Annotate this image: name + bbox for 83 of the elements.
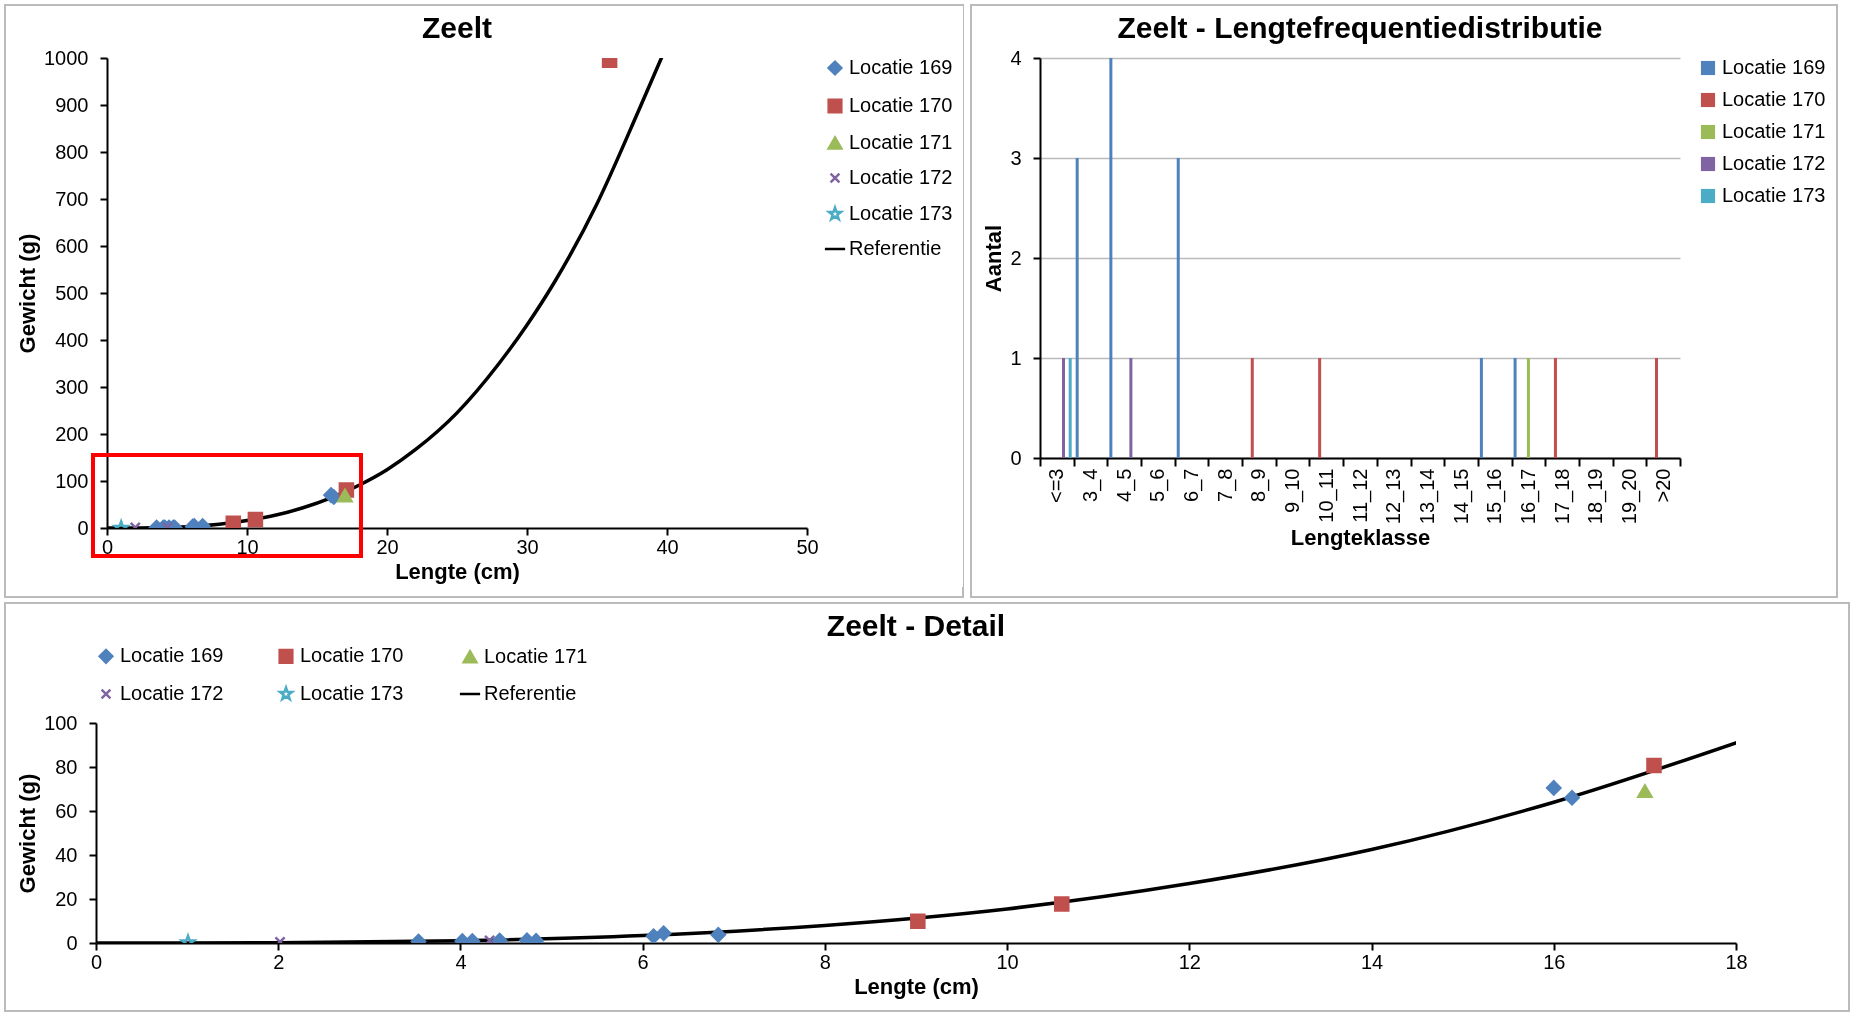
legend-label: Locatie 171 <box>1722 120 1826 142</box>
x-tick-label: 10 <box>996 950 1019 973</box>
y-axis-title: Aantal <box>981 224 1007 293</box>
x-tick-label: 9_10 <box>1281 468 1305 513</box>
legend-label: Locatie 173 <box>300 682 404 704</box>
x-tick-label: 15_16 <box>1483 468 1507 525</box>
y-tick-label: 500 <box>55 281 89 304</box>
legend-label: Locatie 171 <box>484 644 588 667</box>
x-tick-label: 20 <box>376 535 399 558</box>
x-tick-label: 5_6 <box>1146 468 1170 502</box>
x-tick-label: 12 <box>1178 950 1201 973</box>
x-tick-label: 40 <box>656 535 679 558</box>
x-axis-title: Lengte (cm) <box>395 558 520 584</box>
y-tick-label: 600 <box>55 234 89 257</box>
y-tick-label: 100 <box>55 469 89 492</box>
legend-label: Locatie 173 <box>1722 184 1826 206</box>
y-axis-title: Gewicht (g) <box>15 773 41 894</box>
x-tick-label: <=3 <box>1045 468 1068 503</box>
x-tick-label: 3_4 <box>1079 468 1103 502</box>
x-tick-label: 17_18 <box>1550 468 1574 525</box>
y-axis-title: Gewicht (g) <box>15 233 41 354</box>
y-tick-label: 0 <box>66 931 78 954</box>
y-tick-label: 400 <box>55 328 89 351</box>
x-tick-label: 11_12 <box>1348 468 1372 523</box>
y-tick-label: 900 <box>55 93 89 116</box>
y-tick-label: 20 <box>55 887 78 910</box>
y-tick-label: 0 <box>77 516 89 539</box>
x-tick-label: 4_5 <box>1112 468 1136 502</box>
x-tick-label: 10_11 <box>1314 468 1338 523</box>
x-tick-label: 7_8 <box>1213 468 1237 502</box>
y-tick-label: 0 <box>1010 446 1022 469</box>
legend-label: Locatie 172 <box>120 682 224 704</box>
x-tick-label: >20 <box>1651 468 1674 503</box>
x-tick-label: 10 <box>236 535 259 558</box>
y-tick-label: 3 <box>1010 146 1022 169</box>
x-tick-label: 2 <box>273 950 285 973</box>
legend-label: Locatie 170 <box>1722 88 1826 110</box>
legend-label: Locatie 172 <box>1722 152 1826 174</box>
x-tick-label: 14 <box>1360 950 1384 973</box>
legend-label: Locatie 173 <box>849 202 953 224</box>
y-tick-label: 700 <box>55 187 89 210</box>
x-tick-label: 6 <box>637 950 649 973</box>
x-tick-label: 18_19 <box>1584 468 1608 525</box>
x-tick-label: 0 <box>90 950 103 973</box>
y-tick-label: 4 <box>1010 46 1022 69</box>
legend-label: Locatie 170 <box>300 644 404 667</box>
y-tick-label: 40 <box>55 843 78 866</box>
x-tick-label: 18 <box>1725 950 1748 973</box>
y-tick-label: 80 <box>55 755 78 778</box>
y-tick-label: 100 <box>44 711 78 734</box>
y-tick-label: 1000 <box>44 46 89 69</box>
legend-label: Locatie 170 <box>849 94 953 116</box>
legend-label: Referentie <box>849 237 942 259</box>
x-tick-label: 8_9 <box>1247 468 1271 502</box>
x-tick-label: 14_15 <box>1449 468 1473 525</box>
legend-label: Locatie 169 <box>1722 56 1826 78</box>
x-tick-label: 13_14 <box>1415 468 1439 525</box>
x-axis-title: Lengteklasse <box>1290 525 1431 551</box>
y-tick-label: 800 <box>55 140 89 163</box>
legend-label: Locatie 171 <box>849 131 953 153</box>
legend-label: Locatie 169 <box>849 56 953 78</box>
x-tick-label: 16 <box>1543 950 1566 973</box>
x-tick-label: 6_7 <box>1180 468 1204 502</box>
x-tick-label: 0 <box>101 535 114 558</box>
chart-title: Zeelt - Detail <box>826 609 1006 642</box>
x-tick-label: 8 <box>819 950 831 973</box>
y-tick-label: 60 <box>55 799 78 822</box>
x-tick-label: 12_13 <box>1382 468 1406 525</box>
y-tick-label: 2 <box>1010 246 1022 269</box>
y-tick-label: 200 <box>55 422 89 445</box>
x-tick-label: 4 <box>455 950 467 973</box>
x-axis-title: Lengte (cm) <box>854 973 979 999</box>
y-tick-label: 1 <box>1010 346 1022 369</box>
chart-title: Zeelt <box>421 11 493 44</box>
x-tick-label: 50 <box>796 535 819 558</box>
legend-label: Locatie 169 <box>120 644 224 667</box>
y-tick-label: 300 <box>55 375 89 398</box>
legend-label: Referentie <box>484 682 577 704</box>
x-tick-label: 16_17 <box>1516 468 1540 525</box>
chart-title: Zeelt - Lengtefrequentiedistributie <box>1117 11 1603 44</box>
x-tick-label: 30 <box>516 535 539 558</box>
x-tick-label: 19_20 <box>1617 468 1641 525</box>
legend-label: Locatie 172 <box>849 166 953 188</box>
